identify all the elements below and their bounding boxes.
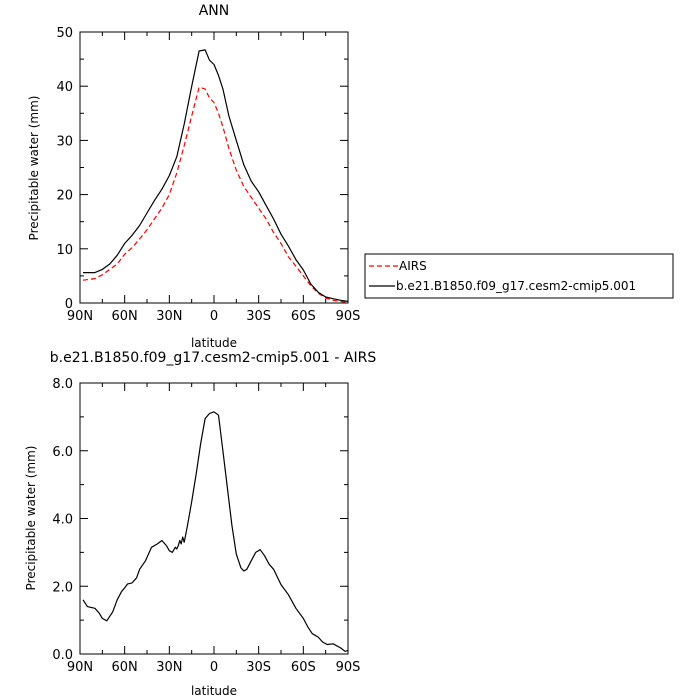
panel-ann-frame — [79, 31, 349, 304]
panel-diff-series — [82, 411, 349, 652]
x-tick-label: 30N — [156, 309, 182, 324]
panel-ann-xlabel: latitude — [191, 336, 237, 350]
x-tick-label: 90S — [336, 660, 361, 675]
legend: AIRS b.e21.B1850.f09_g17.cesm2-cmip5.001 — [364, 253, 674, 299]
x-tick-label: 0 — [210, 660, 218, 675]
x-tick-label: 30S — [246, 309, 271, 324]
panel-ann-ylabel: Precipitable water (mm) — [27, 96, 41, 241]
x-tick-label: 60S — [291, 660, 316, 675]
panel-diff: b.e21.B1850.f09_g17.cesm2-cmip5.001 - AI… — [24, 350, 376, 698]
legend-frame — [364, 253, 674, 299]
x-tick-label: 30S — [246, 660, 271, 675]
panel-diff-title: b.e21.B1850.f09_g17.cesm2-cmip5.001 - AI… — [50, 350, 377, 366]
x-tick-label: 60S — [291, 309, 316, 324]
x-tick-label: 0 — [210, 309, 218, 324]
x-tick-label: 60N — [112, 309, 138, 324]
panel-diff-frame — [79, 382, 349, 655]
legend-label-model: b.e21.B1850.f09_g17.cesm2-cmip5.001 — [396, 279, 636, 293]
series-line-ann-1 — [83, 49, 349, 302]
panel-ann-ticks: 90N 60N 30N 0 30S 60S 90S 0 10 20 30 40 50 — [56, 26, 360, 324]
x-tick-label: 90N — [67, 660, 93, 675]
panel-diff-ylabel: Precipitable water (mm) — [24, 446, 38, 591]
y-tick-label: 0.0 — [52, 648, 73, 663]
y-tick-label: 0 — [65, 297, 73, 312]
panel-ann-series — [82, 49, 349, 304]
y-tick-label: 40 — [56, 80, 73, 95]
series-line-diff-0 — [82, 411, 349, 652]
series-line-ann-0 — [82, 86, 349, 304]
panel-diff-ticks: 90N 60N 30N 0 30S 60S 90S 0.0 2.0 4.0 6.0 8.0 — [52, 377, 360, 675]
x-tick-label: 30N — [156, 660, 182, 675]
y-tick-label: 30 — [56, 134, 73, 149]
y-tick-label: 10 — [56, 243, 73, 258]
y-tick-label: 50 — [56, 26, 73, 41]
x-tick-label: 60N — [112, 660, 138, 675]
panel-ann: ANN 90N 60N 30N 0 30S 60S 90S 0 10 20 30 40 50 latit… — [27, 3, 360, 350]
legend-label-airs: AIRS — [399, 259, 427, 273]
y-tick-label: 6.0 — [52, 445, 73, 460]
y-tick-label: 4.0 — [52, 513, 73, 528]
panel-ann-title: ANN — [199, 3, 230, 19]
y-tick-label: 8.0 — [52, 377, 73, 392]
x-tick-label: 90S — [336, 309, 361, 324]
panel-diff-xlabel: latitude — [191, 684, 237, 698]
y-tick-label: 2.0 — [52, 580, 73, 595]
y-tick-label: 20 — [56, 189, 73, 204]
x-tick-label: 90N — [67, 309, 93, 324]
